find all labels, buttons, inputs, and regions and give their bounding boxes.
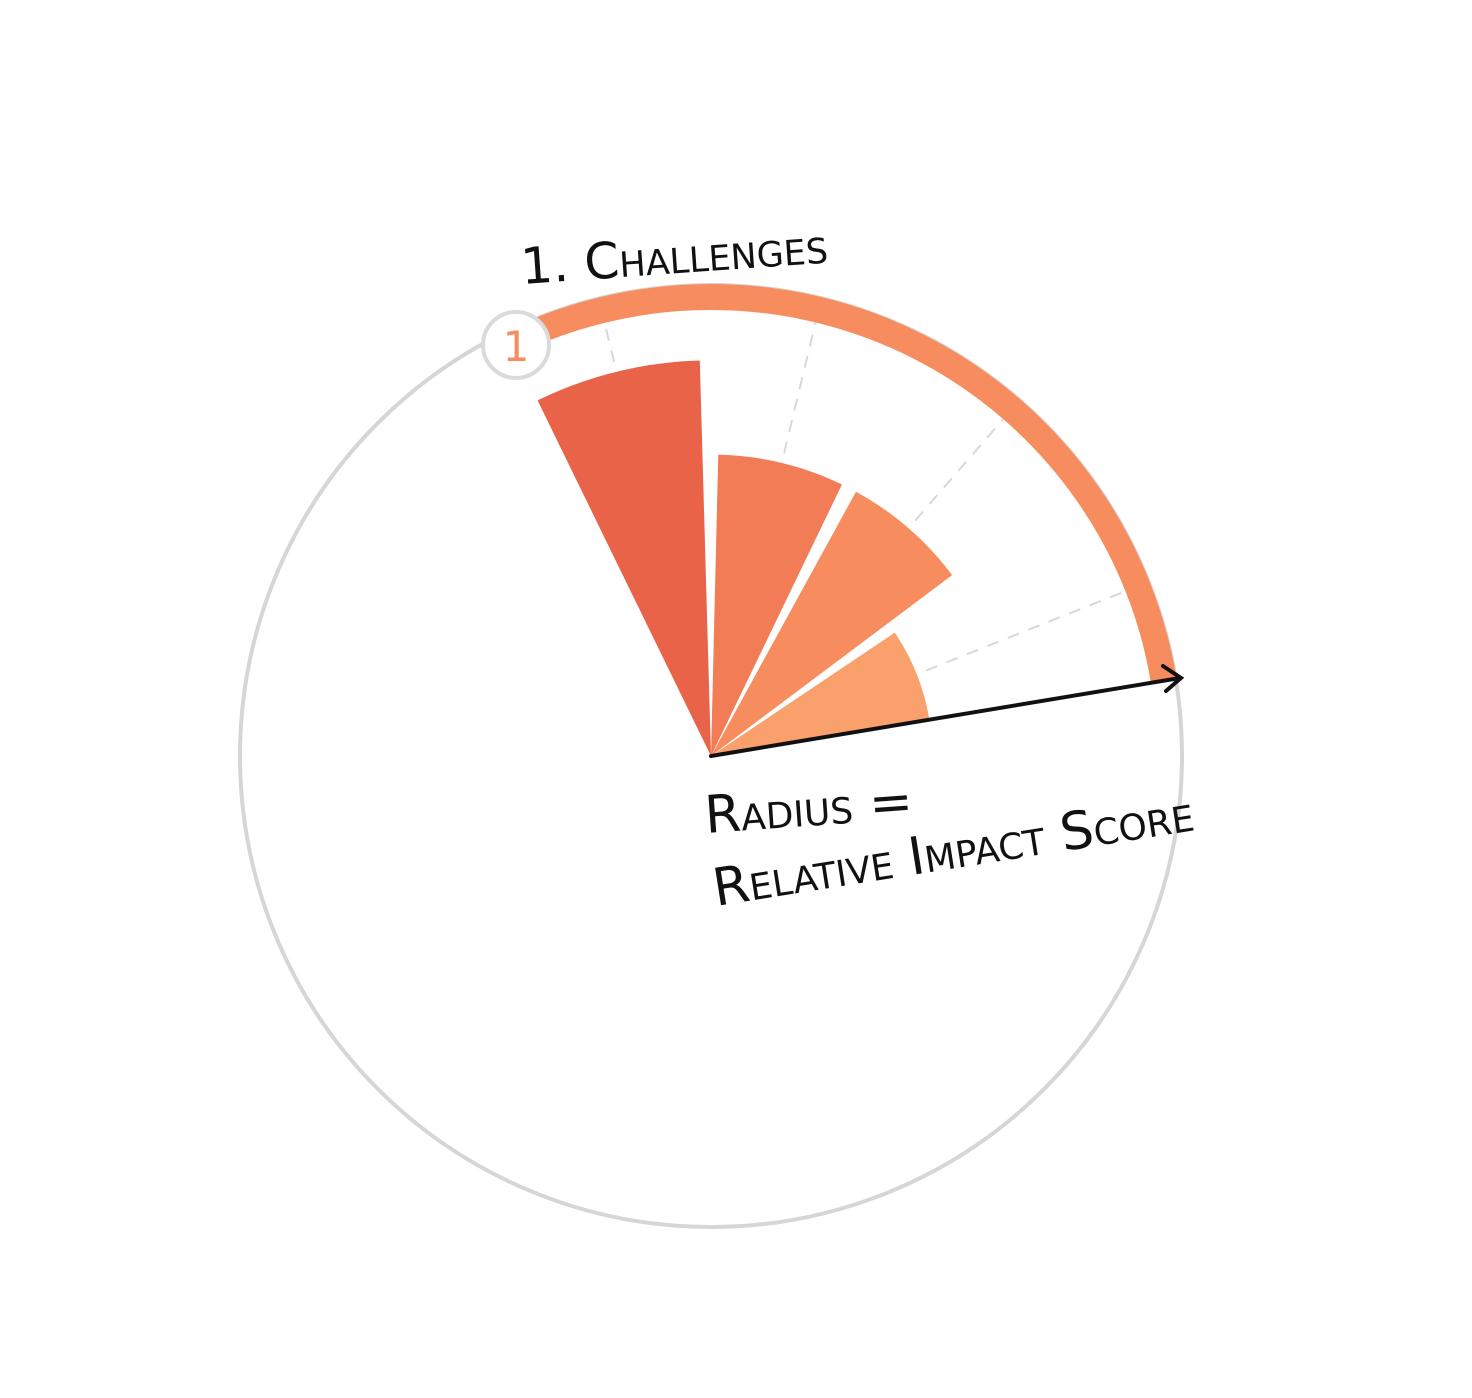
section-badge-circle — [481, 310, 551, 380]
radius-axis-arrow — [709, 664, 1185, 758]
section-badge: 1 — [481, 310, 551, 380]
arrow-head — [1161, 664, 1185, 693]
wedge-group — [537, 360, 953, 756]
gridlines — [600, 311, 1137, 672]
wedge-3 — [711, 491, 953, 756]
section-arc — [493, 284, 1177, 683]
section-badge-number: 1 — [503, 322, 530, 371]
axis-label-line1: Radius = — [703, 772, 915, 846]
gridline — [783, 311, 820, 454]
section-title: 1. Challenges — [519, 217, 830, 296]
gridline — [925, 586, 1137, 672]
gridline — [600, 311, 616, 363]
wedge-2 — [711, 454, 842, 756]
gridline — [914, 410, 1012, 522]
wedge-1 — [537, 360, 711, 756]
wedge-4 — [711, 632, 930, 756]
radius-axis-line — [709, 676, 1182, 758]
